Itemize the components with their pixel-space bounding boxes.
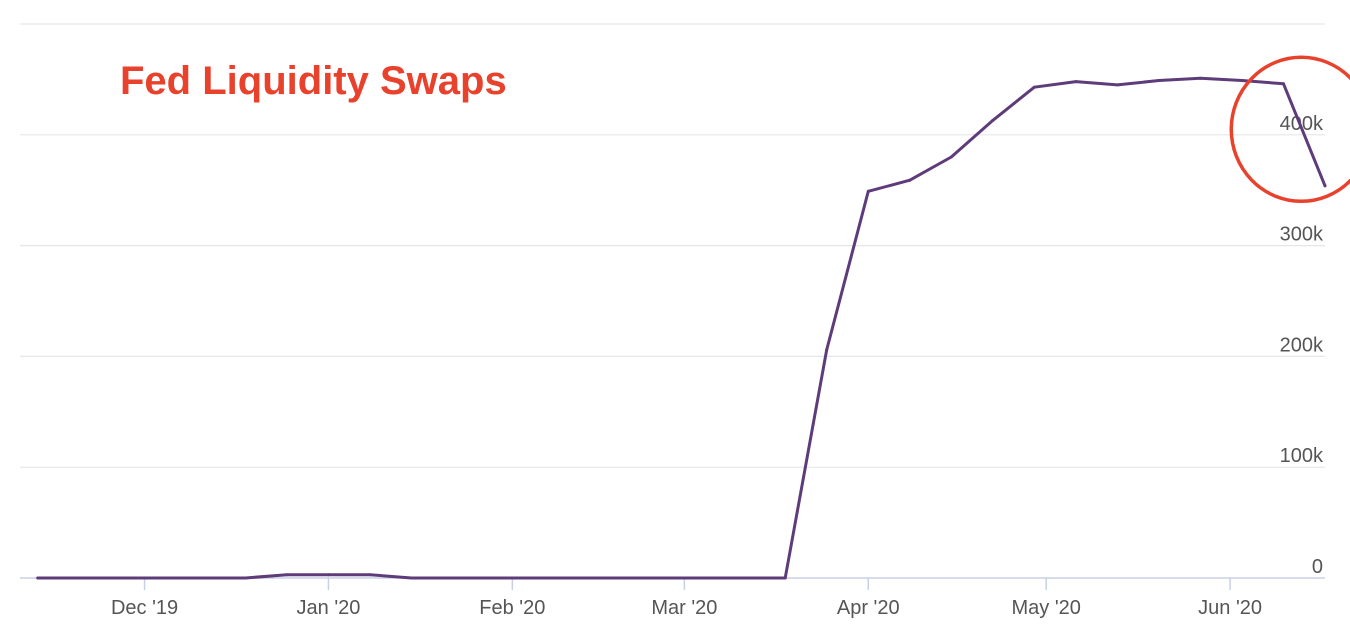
data-point: [327, 573, 330, 577]
x-tick-label: Mar '20: [651, 597, 717, 619]
y-tick-label: 200k: [1280, 334, 1324, 356]
data-point: [451, 576, 455, 580]
data-point: [1282, 82, 1285, 86]
data-point: [534, 576, 538, 580]
data-point: [949, 155, 953, 159]
y-tick-label: 300k: [1280, 224, 1324, 246]
data-point: [410, 576, 413, 580]
y-axis: 0 100k 200k 300k 400k: [1280, 113, 1324, 578]
data-point: [36, 576, 40, 580]
x-tick-label: Jan '20: [297, 597, 361, 619]
y-tick-label: 100k: [1280, 445, 1324, 467]
data-point: [119, 576, 123, 580]
data-point: [285, 573, 289, 577]
x-tick-label: Apr '20: [837, 597, 900, 619]
series-group: [36, 76, 1327, 580]
data-point: [493, 576, 496, 580]
data-points: [36, 76, 1327, 580]
highlight-circle: [1229, 55, 1350, 203]
data-point: [908, 178, 912, 182]
x-tick-label: Jun '20: [1198, 597, 1262, 619]
data-point: [825, 348, 829, 352]
data-point: [1032, 85, 1036, 89]
data-point: [202, 576, 206, 580]
data-point: [368, 573, 372, 577]
data-point: [783, 576, 787, 580]
data-point: [160, 576, 164, 580]
gridlines: [20, 23, 1325, 468]
x-tick-label: May '20: [1012, 597, 1081, 619]
data-point: [1323, 184, 1327, 188]
data-point: [866, 189, 870, 193]
data-point: [243, 576, 247, 580]
data-point: [742, 576, 746, 580]
data-point: [617, 576, 621, 580]
x-tick-label: Feb '20: [479, 597, 545, 619]
y-tick-label: 400k: [1280, 113, 1324, 135]
x-axis: Dec '19 Jan '20 Feb '20 Mar '20 Apr '20 May '…: [20, 577, 1325, 619]
data-point: [1115, 83, 1119, 87]
data-point: [659, 576, 663, 580]
data-point: [576, 576, 580, 580]
data-point: [1198, 76, 1202, 80]
annotations: [1229, 55, 1350, 203]
x-tick-label: Dec '19: [111, 597, 178, 619]
data-point: [1074, 80, 1078, 84]
data-point: [991, 118, 995, 122]
data-point: [700, 576, 704, 580]
data-point: [1157, 79, 1161, 82]
y-tick-label: 0: [1312, 556, 1323, 578]
data-point: [77, 576, 81, 580]
chart-title: Fed Liquidity Swaps: [120, 59, 507, 103]
data-point: [1240, 79, 1244, 82]
series-line: [36, 76, 1327, 580]
